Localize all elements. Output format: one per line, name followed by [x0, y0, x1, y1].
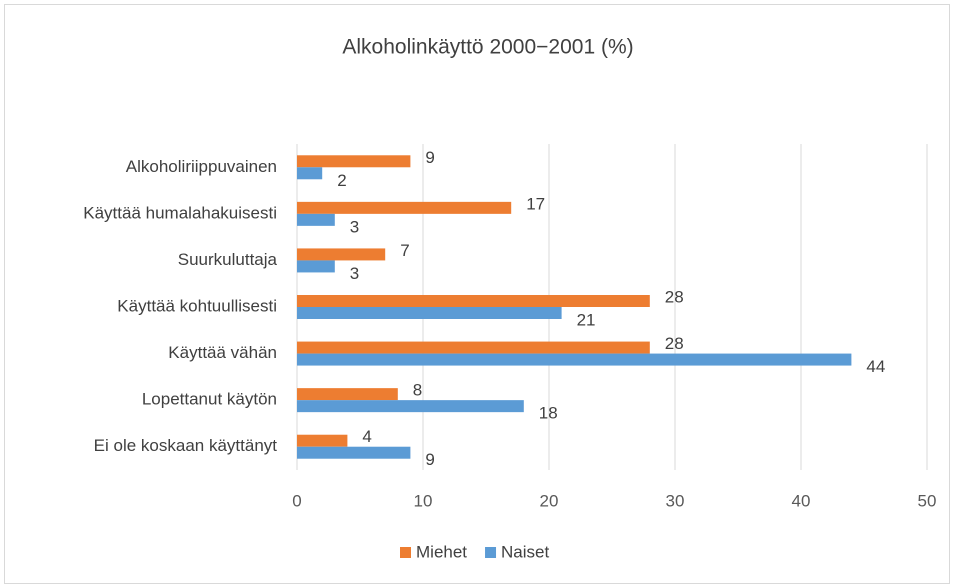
data-label: 21	[577, 310, 596, 329]
bar	[297, 434, 348, 447]
bar	[297, 388, 398, 401]
y-tick-label: Lopettanut käytön	[142, 390, 277, 409]
bar	[297, 201, 512, 214]
x-tick-label: 20	[540, 491, 559, 510]
legend-swatch	[485, 547, 497, 558]
data-label: 9	[425, 450, 434, 469]
x-tick-label: 40	[792, 491, 811, 510]
y-tick-label: Käyttää humalahakuisesti	[83, 203, 277, 222]
y-tick-label: Suurkuluttaja	[178, 250, 278, 269]
chart-border	[4, 4, 950, 584]
x-tick-label: 50	[918, 491, 937, 510]
chart-title: Alkoholinkäyttö 2000−2001 (%)	[342, 36, 633, 59]
y-tick-label: Käyttää kohtuullisesti	[117, 296, 277, 315]
data-label: 9	[425, 148, 434, 167]
data-label: 28	[665, 334, 684, 353]
bar	[297, 213, 335, 226]
data-label: 17	[526, 194, 545, 213]
data-label: 18	[539, 404, 558, 423]
y-tick-label: Alkoholiriippuvainen	[126, 157, 277, 176]
legend-label: Miehet	[416, 542, 467, 561]
bar	[297, 400, 524, 413]
bar	[297, 341, 650, 354]
legend-swatch	[400, 547, 411, 558]
bar	[297, 353, 852, 366]
bar	[297, 260, 335, 273]
y-tick-label: Käyttää vähän	[168, 343, 277, 362]
data-label: 2	[337, 171, 346, 190]
data-label: 28	[665, 287, 684, 306]
x-tick-label: 30	[666, 491, 685, 510]
data-label: 7	[400, 241, 409, 260]
bar	[297, 248, 386, 261]
bar	[297, 307, 562, 319]
data-label: 3	[350, 264, 359, 283]
x-tick-label: 10	[414, 491, 433, 510]
bar	[297, 155, 411, 168]
data-label: 8	[413, 381, 422, 400]
data-label: 4	[362, 427, 371, 446]
bar	[297, 295, 650, 307]
data-label: 3	[350, 217, 359, 236]
x-tick-label: 0	[292, 491, 301, 510]
legend-label: Naiset	[501, 542, 549, 561]
bar	[297, 446, 411, 459]
bar	[297, 167, 323, 180]
data-label: 44	[866, 357, 885, 376]
y-tick-label: Ei ole koskaan käyttänyt	[94, 436, 278, 455]
